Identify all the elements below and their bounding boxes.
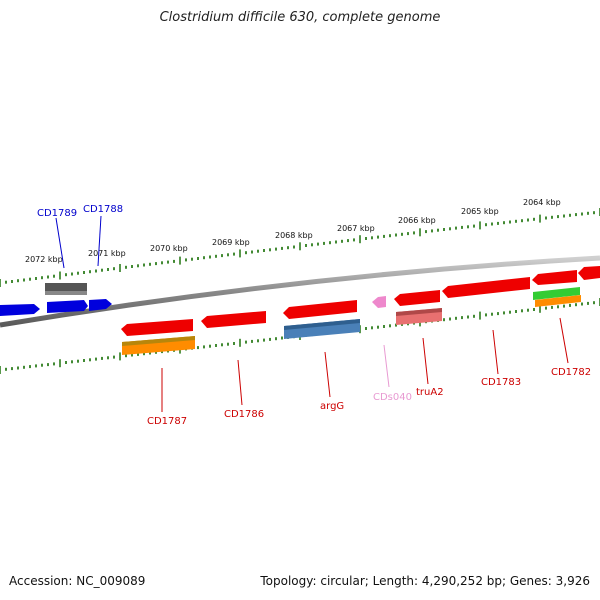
- scale-label: 2064 kbp: [523, 198, 561, 207]
- gene-feature-blue[interactable]: [0, 304, 40, 316]
- forward-features: [0, 266, 600, 319]
- gene-label[interactable]: truA2: [416, 387, 444, 398]
- gene-feature-red[interactable]: [578, 266, 600, 280]
- scale-label: 2066 kbp: [398, 216, 436, 225]
- gene-feature-shade: [284, 319, 360, 330]
- gene-label[interactable]: CD1782: [551, 367, 591, 378]
- gene-label[interactable]: CDs040: [373, 392, 412, 403]
- gene-label[interactable]: CD1783: [481, 377, 521, 388]
- accession-text: Accession: NC_009089: [9, 574, 146, 588]
- page-title: Clostridium difficile 630, complete geno…: [159, 10, 441, 25]
- leader-line: [559, 317, 569, 364]
- gene-feature-shade: [122, 336, 195, 346]
- scale-label: 2070 kbp: [150, 244, 188, 253]
- gene-label[interactable]: CD1786: [224, 409, 264, 420]
- scale-labels: 2072 kbp 2071 kbp 2070 kbp 2069 kbp 2068…: [25, 198, 561, 264]
- leader-line: [422, 337, 429, 385]
- leader-line: [55, 217, 65, 269]
- reverse-features: [121, 287, 581, 355]
- scale-label: 2068 kbp: [275, 231, 313, 240]
- gene-feature-red[interactable]: [283, 300, 357, 319]
- outer-scale: [0, 208, 600, 287]
- scale-label: 2069 kbp: [212, 238, 250, 247]
- gene-feature-red[interactable]: [442, 277, 530, 298]
- gene-feature-shade: [45, 291, 87, 295]
- scale-label: 2067 kbp: [337, 224, 375, 233]
- scale-label: 2071 kbp: [88, 249, 126, 258]
- genome-stats-text: Topology: circular; Length: 4,290,252 bp…: [260, 574, 590, 588]
- genome-backbone: [0, 255, 600, 328]
- gene-feature-red[interactable]: [532, 270, 577, 285]
- gene-feature-orange[interactable]: [535, 295, 581, 307]
- gene-feature-green[interactable]: [533, 287, 580, 300]
- gene-labels: CD1789 CD1788 CD1787 CD1786 argG CDs040 …: [37, 204, 591, 427]
- leader-line: [324, 351, 331, 398]
- gene-label[interactable]: CD1788: [83, 204, 123, 215]
- gene-label[interactable]: argG: [320, 401, 344, 412]
- gene-feature-blue[interactable]: [89, 299, 112, 311]
- leader-line: [383, 344, 390, 388]
- gene-feature-red[interactable]: [394, 290, 440, 306]
- gene-feature-blue[interactable]: [47, 300, 88, 313]
- leader-lines: [55, 215, 569, 412]
- leader-line: [97, 215, 102, 267]
- scale-label: 2072 kbp: [25, 255, 63, 264]
- leader-line: [237, 359, 243, 406]
- leader-line: [492, 329, 499, 375]
- gene-feature-shade: [396, 308, 442, 316]
- gene-feature-red[interactable]: [121, 319, 193, 336]
- scale-label: 2065 kbp: [461, 207, 499, 216]
- gene-label[interactable]: CD1789: [37, 208, 77, 219]
- gene-label[interactable]: CD1787: [147, 416, 187, 427]
- gene-feature-red[interactable]: [201, 311, 266, 328]
- gene-feature-pink[interactable]: [372, 296, 386, 308]
